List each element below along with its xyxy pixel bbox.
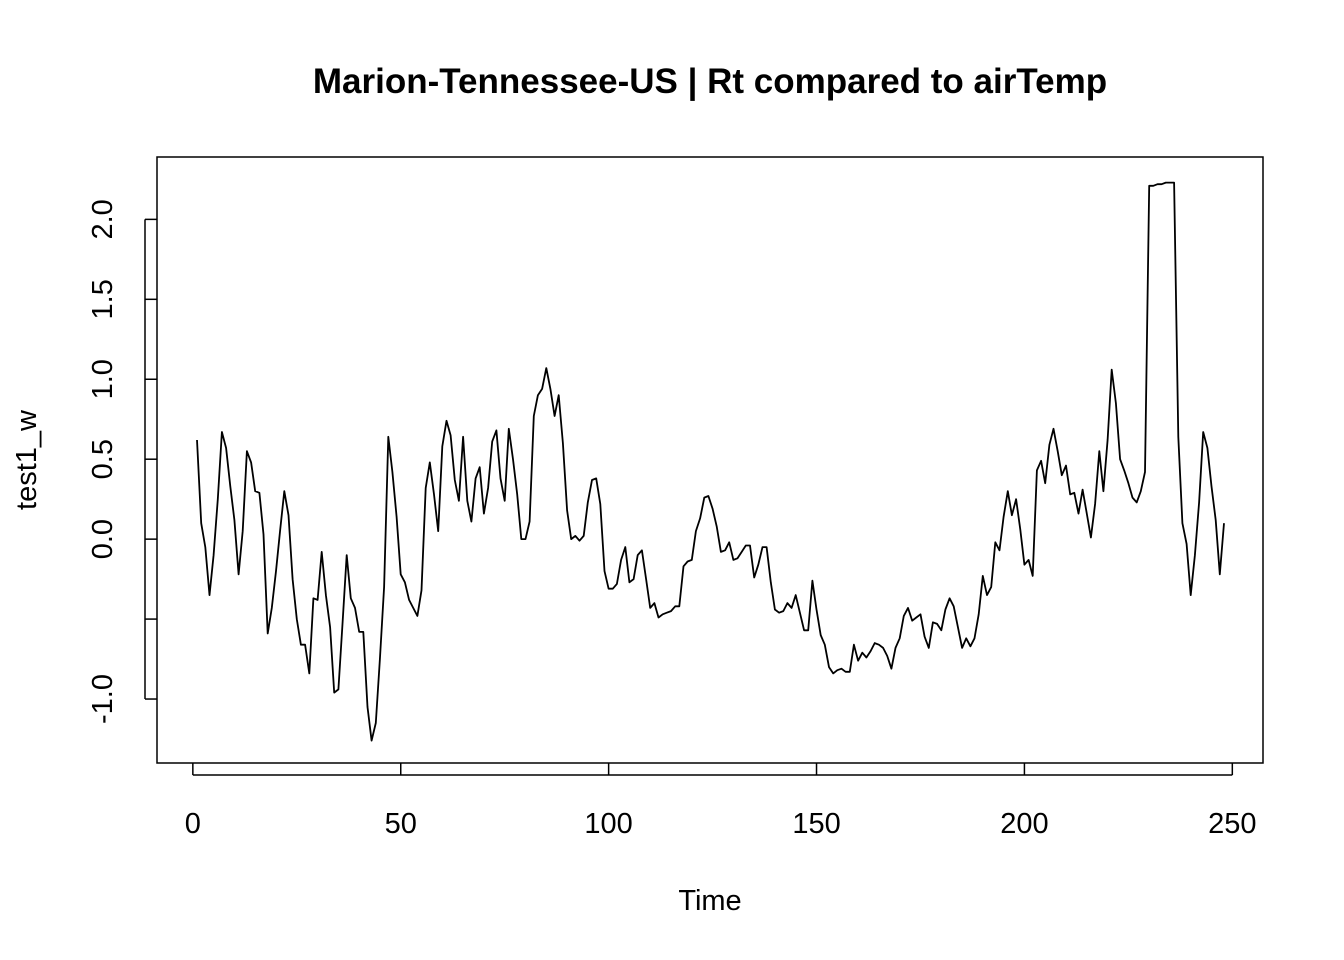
y-axis-label: test1_w xyxy=(11,409,43,510)
x-tick-label: 250 xyxy=(1208,808,1256,840)
chart-title: Marion-Tennessee-US | Rt compared to air… xyxy=(313,62,1107,101)
y-tick-label: 2.0 xyxy=(87,199,119,239)
x-tick-label: 50 xyxy=(385,808,417,840)
x-tick-label: 0 xyxy=(185,808,201,840)
x-tick-label: 150 xyxy=(792,808,840,840)
x-axis: 0 50 100 150 200 250 xyxy=(185,763,1257,840)
y-tick-label: 1.5 xyxy=(87,279,119,319)
y-tick-label: -1.0 xyxy=(87,674,119,724)
y-axis: -1.0 0.0 0.5 1.0 1.5 2.0 xyxy=(87,199,157,724)
series-line xyxy=(196,181,1225,742)
plot-frame xyxy=(156,156,1264,764)
x-tick-label: 200 xyxy=(1000,808,1048,840)
x-axis-label: Time xyxy=(678,885,741,917)
y-tick-label: 0.5 xyxy=(87,439,119,479)
y-tick-label: 0.0 xyxy=(87,519,119,559)
x-tick-label: 100 xyxy=(584,808,632,840)
y-tick-label: 1.0 xyxy=(87,359,119,399)
